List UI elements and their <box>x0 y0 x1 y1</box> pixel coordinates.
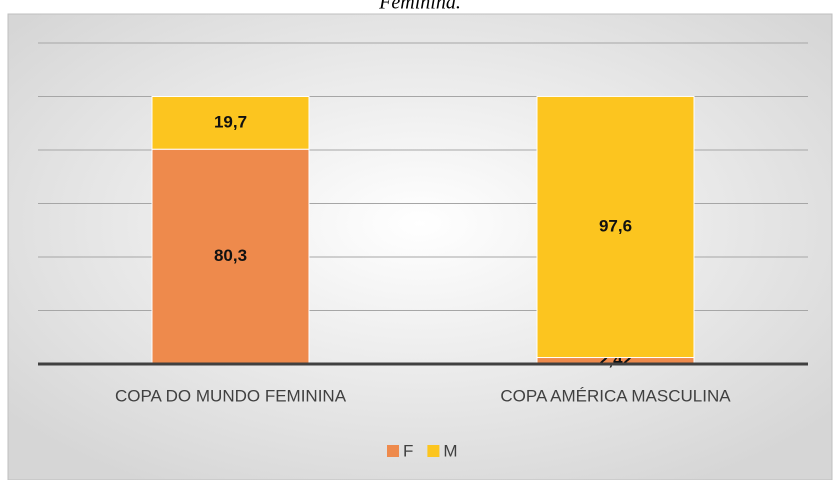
chart-background <box>7 13 833 480</box>
legend-swatch <box>387 445 399 457</box>
bar-segment <box>151 96 310 150</box>
legend-swatch <box>427 445 440 457</box>
x-tick-label: COPA DO MUNDO FEMININA <box>115 386 347 405</box>
bar-segment <box>536 95 695 359</box>
data-label: 80,3 <box>214 246 247 265</box>
data-label: 97,6 <box>599 216 632 235</box>
chart-title: Feminina. <box>378 0 461 14</box>
bar-segment <box>151 148 310 365</box>
x-tick-label: COPA AMÉRICA MASCULINA <box>500 386 731 405</box>
data-label: 19,7 <box>214 112 247 131</box>
legend-label: F <box>403 441 413 460</box>
legend-label: M <box>443 441 457 460</box>
